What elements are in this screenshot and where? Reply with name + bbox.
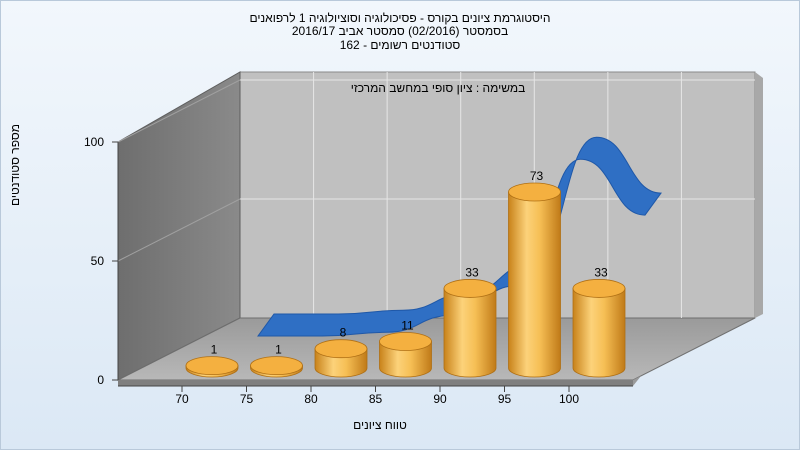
title-line-1: היסטוגרמת ציונים בקורס - פסיכולוגיה וסוצ… <box>249 11 551 25</box>
bar-top <box>443 279 497 298</box>
bar-top <box>379 332 432 351</box>
bar: 33 <box>443 265 497 378</box>
bar-body <box>443 288 497 378</box>
bar: 8 <box>314 326 368 378</box>
x-tick-label: 100 <box>559 392 579 406</box>
x-tick-label: 95 <box>498 392 512 406</box>
right-wall-edge <box>755 72 763 318</box>
ribbon-area <box>257 136 662 337</box>
bar-data-label: 1 <box>211 343 218 357</box>
bar-data-label: 1 <box>275 343 282 357</box>
x-tick-label: 90 <box>433 392 447 406</box>
y-tick-label: 100 <box>84 135 104 149</box>
x-tick-label: 70 <box>175 392 189 406</box>
bar-top <box>508 182 561 202</box>
bar-top <box>314 339 368 359</box>
bar-top <box>572 279 626 298</box>
bar-body <box>508 191 561 378</box>
bar-body <box>379 341 432 378</box>
x-axis-label: טווח ציונים <box>353 418 407 432</box>
title-line-3: סטודנטים רשומים - 162 <box>339 38 461 52</box>
y-axis-label: מספר סטודנטים <box>8 123 22 207</box>
bar-data-label: 33 <box>594 265 608 279</box>
bar: 73 <box>508 169 561 378</box>
bar: 1 <box>250 343 303 378</box>
x-tick-label: 80 <box>304 392 318 406</box>
gridline-side <box>117 79 241 143</box>
bar-data-label: 8 <box>340 326 347 340</box>
title-line-2: בסמסטר (02/2016) סמסטר אביב 2016/17 <box>291 24 509 38</box>
bar-data-label: 11 <box>401 318 414 332</box>
x-tick-label: 75 <box>240 392 254 406</box>
bar: 1 <box>185 343 239 378</box>
bar-body <box>572 288 626 378</box>
y-axis: 0 50 100 <box>84 135 119 387</box>
bar-top <box>185 356 239 375</box>
x-axis: 70 75 80 85 90 95 100 <box>118 385 633 406</box>
floor-front-edge <box>118 380 633 386</box>
chart-subtitle: במשימה : ציון סופי במחשב המרכזי <box>351 81 526 95</box>
bar-top <box>250 356 303 375</box>
gridline-side <box>117 198 241 262</box>
bar: 33 <box>572 265 626 378</box>
bar-data-label: 73 <box>530 169 544 183</box>
bar: 11 <box>379 318 432 378</box>
y-tick-label: 50 <box>91 254 105 268</box>
y-tick-label: 0 <box>97 373 104 387</box>
ribbon-series <box>257 136 662 337</box>
bar-data-label: 33 <box>465 265 479 279</box>
x-tick-label: 85 <box>369 392 383 406</box>
